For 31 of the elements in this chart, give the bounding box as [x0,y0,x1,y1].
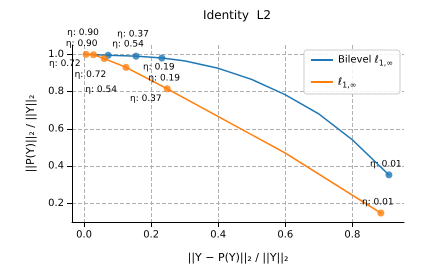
y-tick-label: 0.8 [48,86,64,98]
point [377,210,384,217]
annotation: η: 0.72 [74,70,106,80]
annotation: η: 0.37 [130,94,162,104]
y-tick-label: 0.6 [48,123,64,134]
point [122,64,130,71]
annotation: η: 0.54 [85,85,118,96]
y-tick-label: 0.4 [48,160,64,172]
point [164,85,171,92]
annotation: η: 0.01 [370,159,402,170]
annotation: η: 0.54 [112,40,144,50]
x-tick-label: 0.4 [210,230,226,240]
annotation: η: 0.90 [66,38,98,49]
annotation: η: 0.37 [117,30,149,40]
y-tick-label: 0.2 [48,198,64,209]
point [82,50,90,58]
point [158,54,166,62]
point [385,171,392,178]
chart-title: Identity L2 [203,8,271,22]
point [132,52,140,60]
x-axis-title: ||Y − P(Y)||₂ / ||Y||₂ [188,251,288,264]
annotation: η: 0.19 [142,62,175,73]
y-axis-title: ||P(Y)||₂ / ||Y||₂ [24,94,37,172]
point [100,55,108,62]
x-tick-label: 0.0 [76,230,92,240]
x-tick-label: 0.6 [277,230,294,240]
y-tick-label: 1.0 [48,48,64,60]
point [90,51,97,58]
x-tick-label: 0.8 [344,230,360,240]
x-tick-label: 0.2 [143,230,160,240]
annotation: η: 0.90 [67,28,100,38]
